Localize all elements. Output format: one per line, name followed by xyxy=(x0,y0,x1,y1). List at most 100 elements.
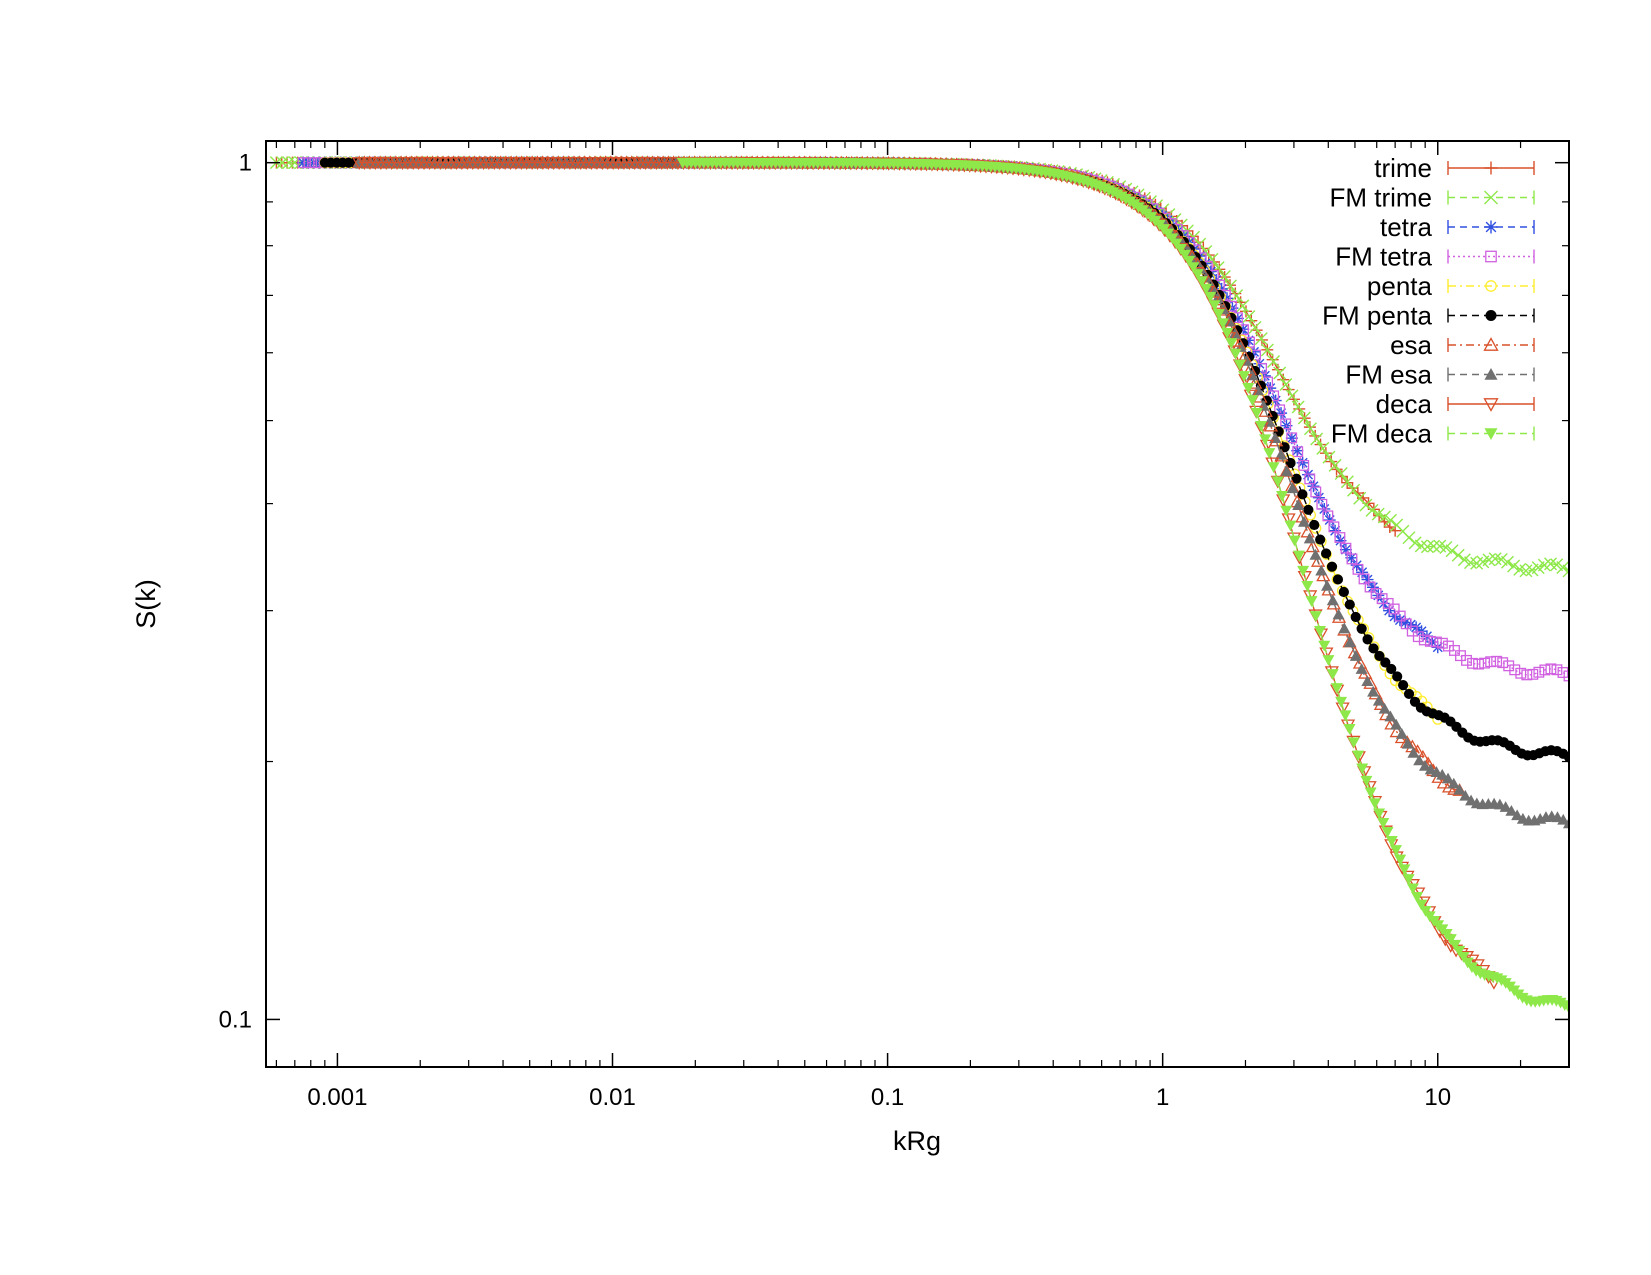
data-point xyxy=(1407,746,1420,758)
data-point xyxy=(1223,279,1237,293)
data-point xyxy=(1545,663,1557,675)
data-point xyxy=(1303,504,1314,515)
data-point xyxy=(1343,723,1356,735)
data-point xyxy=(1242,309,1256,323)
y-tick-label: 0.1 xyxy=(219,1006,252,1033)
x-tick-label: 0.001 xyxy=(307,1084,367,1111)
data-point xyxy=(1236,299,1250,313)
data-point xyxy=(1264,382,1277,395)
plot-frame xyxy=(265,140,1570,1068)
data-point xyxy=(1328,458,1342,472)
data-point xyxy=(1216,318,1229,330)
data-point xyxy=(1204,291,1217,303)
data-point xyxy=(1356,763,1369,775)
data-point xyxy=(1286,482,1299,494)
data-point xyxy=(1347,737,1360,749)
legend-item: tetra xyxy=(1380,212,1535,242)
data-point xyxy=(1191,269,1204,280)
x-tick-label: 0.01 xyxy=(589,1084,636,1111)
data-point xyxy=(1351,750,1364,762)
data-point xyxy=(1563,1003,1569,1014)
legend-marker xyxy=(1485,280,1497,292)
data-point xyxy=(1305,596,1318,607)
data-point xyxy=(1491,655,1503,667)
data-point xyxy=(1473,658,1485,670)
legend-item: FM tetra xyxy=(1335,242,1535,272)
data-point xyxy=(1286,432,1298,444)
data-point xyxy=(1356,623,1367,634)
legend-label: FM deca xyxy=(1331,419,1433,449)
data-point xyxy=(1292,550,1305,562)
data-point xyxy=(1303,422,1317,436)
data-point xyxy=(297,157,309,169)
data-point xyxy=(1280,418,1292,430)
data-point xyxy=(1479,657,1491,669)
data-point xyxy=(1274,448,1287,460)
legend-label: esa xyxy=(1390,330,1432,360)
data-point xyxy=(1424,635,1436,647)
data-point xyxy=(1275,407,1288,420)
data-point xyxy=(1347,483,1361,497)
series-line xyxy=(682,162,1569,1009)
data-point xyxy=(1326,561,1338,572)
data-point xyxy=(1346,553,1358,565)
y-tick-label: 1 xyxy=(239,150,252,177)
data-point xyxy=(1350,611,1361,623)
data-point xyxy=(1315,534,1326,545)
data-point xyxy=(1309,548,1322,560)
data-point xyxy=(1444,934,1457,945)
data-point xyxy=(1457,553,1471,567)
data-point xyxy=(1212,309,1225,320)
data-point xyxy=(1457,951,1470,963)
series-line xyxy=(276,162,1396,532)
legend-item: FM penta xyxy=(1322,301,1535,331)
data-point xyxy=(1447,777,1460,789)
data-point xyxy=(1413,754,1426,766)
data-point xyxy=(1377,817,1390,829)
data-point xyxy=(1392,671,1403,682)
data-point xyxy=(1368,643,1379,654)
legend-item: trime xyxy=(1374,153,1535,183)
data-point xyxy=(1340,542,1352,554)
data-point xyxy=(1365,503,1379,517)
data-point xyxy=(1310,432,1324,446)
data-point xyxy=(1285,457,1296,469)
data-point xyxy=(1362,781,1377,794)
legend-marker xyxy=(1483,398,1499,412)
data-point xyxy=(1449,939,1462,951)
data-point xyxy=(1309,611,1322,622)
data-point xyxy=(1539,664,1551,676)
data-point xyxy=(1399,616,1412,629)
data-point xyxy=(1453,945,1466,957)
data-point xyxy=(1394,854,1407,866)
data-point xyxy=(1225,338,1238,349)
data-point xyxy=(1464,556,1478,570)
legend-label: tetra xyxy=(1380,212,1433,242)
data-point xyxy=(1361,573,1374,586)
legend-marker xyxy=(1484,368,1498,380)
data-point xyxy=(1355,663,1368,674)
data-point xyxy=(1459,789,1472,801)
data-point xyxy=(1284,520,1297,532)
data-point xyxy=(1366,581,1379,594)
data-point xyxy=(1305,539,1320,553)
series-fm-deca xyxy=(676,157,1569,1014)
data-point xyxy=(1329,524,1342,537)
data-point xyxy=(1297,565,1310,577)
data-point xyxy=(1398,864,1411,876)
data-point xyxy=(1344,636,1357,648)
data-point xyxy=(1557,667,1569,678)
data-point xyxy=(1436,637,1448,649)
data-point xyxy=(1403,688,1415,700)
data-point xyxy=(1230,289,1244,303)
data-point xyxy=(1521,669,1533,681)
data-point xyxy=(1248,320,1262,334)
data-point xyxy=(1388,603,1400,615)
data-point xyxy=(1394,610,1406,622)
data-point xyxy=(1260,343,1274,357)
data-point xyxy=(1288,535,1301,547)
data-point xyxy=(1187,262,1200,274)
data-point xyxy=(1267,462,1280,473)
data-point xyxy=(1515,667,1527,679)
data-point xyxy=(1408,536,1422,550)
